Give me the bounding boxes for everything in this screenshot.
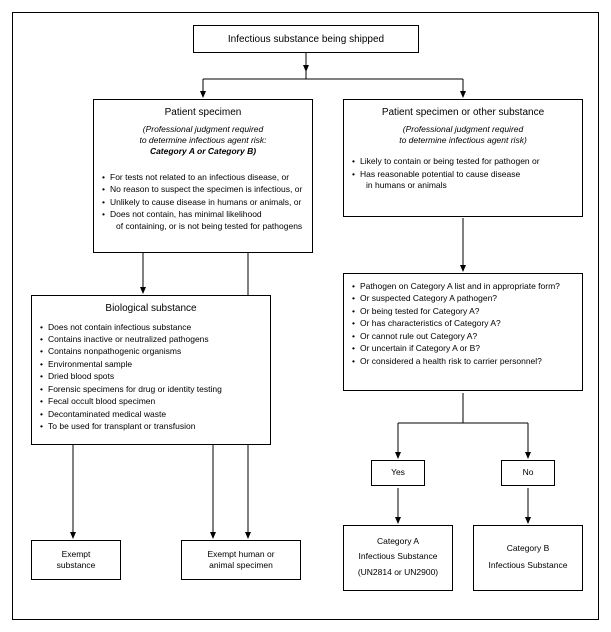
node-exempt-human: Exempt human or animal specimen [181, 540, 301, 580]
os-sub2: to determine infectious agent risk) [399, 135, 527, 145]
q-b6: Or considered a health risk to carrier p… [352, 356, 574, 367]
node-category-a: Category A Infectious Substance (UN2814 … [343, 525, 453, 591]
ps-b0: For tests not related to an infectious d… [102, 172, 304, 183]
ps-b2: Unlikely to cause disease in humans or a… [102, 197, 304, 208]
os-sub1: (Professional judgment required [403, 124, 523, 134]
node-biological: Biological substance Does not contain in… [31, 295, 271, 445]
no-label: No [523, 467, 534, 477]
node-category-b: Category B Infectious Substance [473, 525, 583, 591]
node-exempt-substance: Exempt substance [31, 540, 121, 580]
q-b2: Or being tested for Category A? [352, 306, 574, 317]
bio-b4: Dried blood spots [40, 371, 262, 382]
ex-h1: Exempt human or [207, 549, 274, 559]
ps-b1: No reason to suspect the specimen is inf… [102, 184, 304, 195]
bio-b8: To be used for transplant or transfusion [40, 421, 262, 432]
bio-b1: Contains inactive or neutralized pathoge… [40, 334, 262, 345]
q-b3: Or has characteristics of Category A? [352, 318, 574, 329]
ca1: Category A [377, 536, 419, 546]
q-b4: Or cannot rule out Category A? [352, 331, 574, 342]
ps-sub1: (Professional judgment required [143, 124, 263, 134]
flowchart-frame: Infectious substance being shipped Patie… [12, 12, 599, 620]
node-root: Infectious substance being shipped [193, 25, 419, 53]
root-label: Infectious substance being shipped [228, 34, 384, 45]
os-b0: Likely to contain or being tested for pa… [352, 156, 574, 167]
ps-b4: of containing, or is not being tested fo… [102, 221, 304, 232]
os-b2: in humans or animals [352, 180, 574, 191]
ex-h2: animal specimen [209, 560, 273, 570]
bio-b3: Environmental sample [40, 359, 262, 370]
node-other-substance: Patient specimen or other substance (Pro… [343, 99, 583, 217]
node-no: No [501, 460, 555, 486]
os-b1: Has reasonable potential to cause diseas… [352, 169, 574, 180]
q-b0: Pathogen on Category A list and in appro… [352, 281, 574, 292]
ps-title: Patient specimen [165, 107, 242, 118]
ps-sub3: Category A or Category B) [150, 146, 256, 156]
node-patient-specimen: Patient specimen (Professional judgment … [93, 99, 313, 253]
bio-b7: Decontaminated medical waste [40, 409, 262, 420]
ex-sub1: Exempt [62, 549, 91, 559]
bio-b0: Does not contain infectious substance [40, 322, 262, 333]
os-title: Patient specimen or other substance [382, 107, 544, 118]
node-questions: Pathogen on Category A list and in appro… [343, 273, 583, 391]
bio-b2: Contains nonpathogenic organisms [40, 346, 262, 357]
bio-b6: Fecal occult blood specimen [40, 396, 262, 407]
ca3: (UN2814 or UN2900) [358, 567, 438, 577]
ca2: Infectious Substance [359, 551, 438, 561]
cb2: Infectious Substance [489, 560, 568, 570]
cb1: Category B [507, 543, 550, 553]
node-yes: Yes [371, 460, 425, 486]
bio-title: Biological substance [105, 303, 196, 314]
q-b5: Or uncertain if Category A or B? [352, 343, 574, 354]
bio-b5: Forensic specimens for drug or identity … [40, 384, 262, 395]
ps-b3: Does not contain, has minimal likelihood [102, 209, 304, 220]
yes-label: Yes [391, 467, 405, 477]
ex-sub2: substance [57, 560, 96, 570]
q-b1: Or suspected Category A pathogen? [352, 293, 574, 304]
ps-sub2: to determine infectious agent risk: [139, 135, 266, 145]
